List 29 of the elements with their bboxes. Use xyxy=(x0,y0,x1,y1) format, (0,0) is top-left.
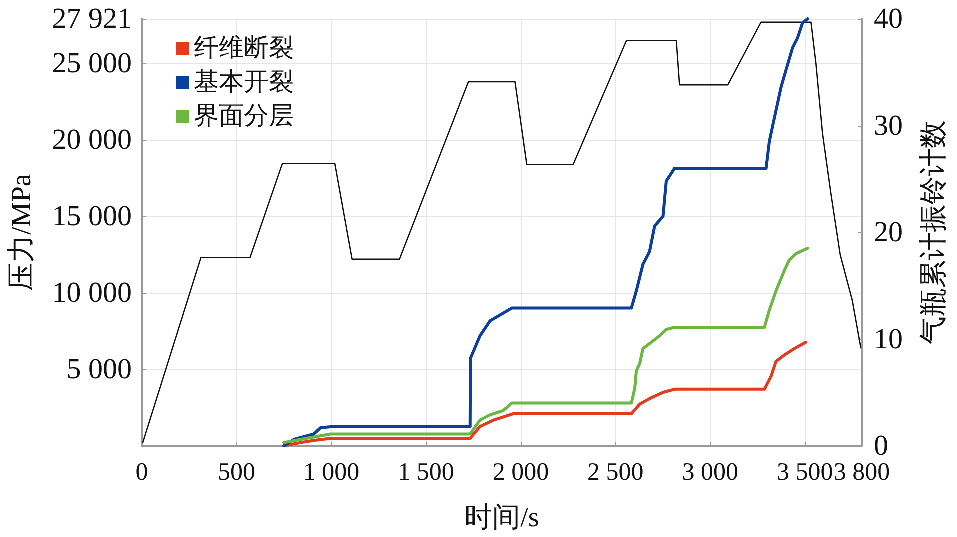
y-tick-label: 25 000 xyxy=(52,48,132,80)
x-tick-label: 1 500 xyxy=(398,459,454,486)
line-series xyxy=(142,22,862,444)
legend-label: 纤维断裂 xyxy=(194,34,294,62)
y2-tick-label: 0 xyxy=(874,430,888,462)
y-tick-label: 10 000 xyxy=(52,277,132,310)
y2-tick-label: 30 xyxy=(874,110,903,142)
legend-label: 基本开裂 xyxy=(194,69,294,96)
y-tick-label: 27 921 xyxy=(52,3,132,35)
x-tick-label: 3 000 xyxy=(682,459,739,486)
y-tick-label: 20 000 xyxy=(52,124,132,156)
x-axis-title: 时间/s xyxy=(464,502,540,534)
y2-axis-title: 气瓶累计振铃计数 xyxy=(918,120,950,344)
legend-label: 界面分层 xyxy=(194,103,294,130)
x-tick-label: 1 000 xyxy=(303,459,360,486)
y-tick-label: 15 000 xyxy=(52,200,132,233)
x-tick-label: 500 xyxy=(218,459,256,486)
y-axis-title: 压力/MPa xyxy=(6,174,38,291)
x-tick-label: 0 xyxy=(136,459,148,486)
line-series xyxy=(282,247,810,444)
y2-tick-label: 10 xyxy=(874,323,903,356)
x-tick-label: 3 500 xyxy=(777,459,834,486)
x-tick-label: 2 500 xyxy=(588,459,644,486)
line-series xyxy=(282,340,808,448)
x-tick-label: 2 000 xyxy=(492,459,550,486)
y2-tick-label: 40 xyxy=(874,3,903,35)
y-tick-label: 5 000 xyxy=(66,354,132,386)
y2-tick-label: 20 xyxy=(874,216,903,248)
x-tick-label: 3 800 xyxy=(834,459,890,486)
